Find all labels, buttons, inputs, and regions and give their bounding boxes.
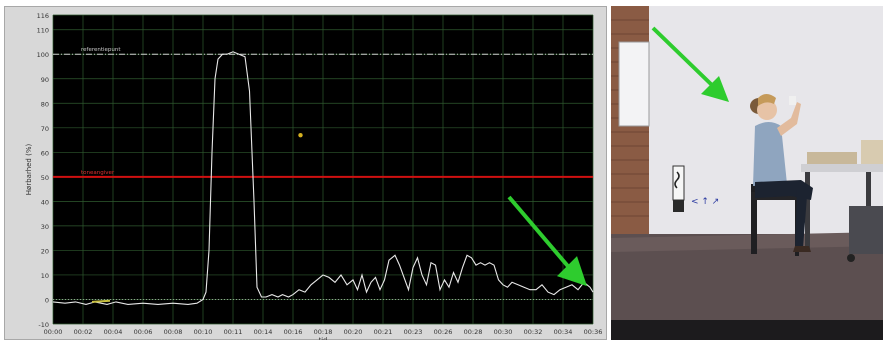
reference-line-label: referentiepunt bbox=[81, 47, 121, 53]
y-tick-label: 80 bbox=[41, 100, 49, 108]
table-top bbox=[801, 164, 883, 172]
y-tick-label: 110 bbox=[37, 27, 49, 35]
y-tick-label: 40 bbox=[41, 198, 49, 206]
x-tick-label: 00:36 bbox=[584, 328, 603, 336]
x-tick-label: 00:21 bbox=[374, 328, 393, 336]
annotation-arrow-head bbox=[557, 256, 587, 287]
svg-text:< ↑ ↗: < ↑ ↗ bbox=[691, 197, 719, 207]
shirt bbox=[753, 122, 787, 186]
y-tick-label: 116 bbox=[37, 12, 49, 20]
x-tick-label: 00:30 bbox=[494, 328, 513, 336]
x-tick-label: 00:28 bbox=[464, 328, 483, 336]
x-tick-label: 00:11 bbox=[224, 328, 243, 336]
reference-line-label: toneangiver bbox=[81, 170, 115, 176]
x-tick-label: 00:02 bbox=[74, 328, 93, 336]
y-tick-label: -10 bbox=[38, 321, 49, 329]
x-tick-label: 00:08 bbox=[164, 328, 183, 336]
line-chart: -10 0 10 20 30 40 50 60 70 80 90 100 110 116 00:00 00:0… bbox=[25, 12, 603, 340]
y-tick-label: 100 bbox=[37, 51, 49, 59]
x-axis-label: tid bbox=[319, 336, 327, 340]
chart-panel: -10 0 10 20 30 40 50 60 70 80 90 100 110 116 00:00 00:0… bbox=[4, 6, 607, 340]
y-tick-label: 30 bbox=[41, 223, 49, 231]
start-highlight bbox=[91, 299, 111, 303]
x-tick-label: 00:06 bbox=[134, 328, 153, 336]
series-line bbox=[52, 51, 594, 305]
y-tick-label: 10 bbox=[41, 272, 49, 280]
x-tick-label: 00:23 bbox=[404, 328, 423, 336]
chair bbox=[751, 184, 757, 254]
green-arrow-icon bbox=[651, 26, 729, 102]
x-tick-label: 00:00 bbox=[44, 328, 63, 336]
video-frame: < ↑ ↗ bbox=[611, 6, 883, 340]
y-tick-label: 90 bbox=[41, 76, 49, 84]
y-tick-label: 70 bbox=[41, 125, 49, 133]
x-tick-label: 00:10 bbox=[194, 328, 213, 336]
whiteboard bbox=[618, 41, 650, 127]
x-tick-label: 00:26 bbox=[434, 328, 453, 336]
y-tick-label: 60 bbox=[41, 149, 49, 157]
x-tick-label: 00:14 bbox=[254, 328, 273, 336]
video-scene: < ↑ ↗ bbox=[611, 6, 883, 340]
y-tick-label: 0 bbox=[45, 296, 49, 304]
person bbox=[750, 94, 813, 252]
y-tick-label: 20 bbox=[41, 247, 49, 255]
desk-items bbox=[807, 152, 857, 164]
marker-point bbox=[298, 132, 303, 138]
x-tick-label: 00:20 bbox=[344, 328, 363, 336]
y-axis-label: Hørbarhed (%) bbox=[25, 144, 33, 196]
x-tick-label: 00:16 bbox=[284, 328, 303, 336]
x-tick-label: 00:04 bbox=[104, 328, 123, 336]
x-tick-label: 00:34 bbox=[554, 328, 573, 336]
annotation-arrow-shaft bbox=[507, 195, 575, 274]
x-tick-label: 00:18 bbox=[314, 328, 333, 336]
y-tick-label: 50 bbox=[41, 174, 49, 182]
x-tick-label: 00:32 bbox=[524, 328, 543, 336]
